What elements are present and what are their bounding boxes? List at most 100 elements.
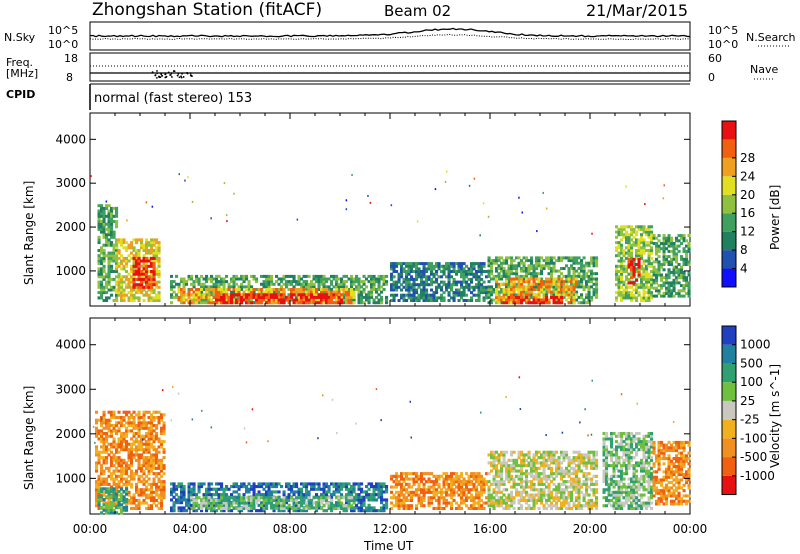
power-cell: [225, 214, 228, 217]
power-cell: [575, 256, 579, 260]
power-cell: [620, 243, 624, 247]
power-cell: [587, 288, 591, 291]
power-cell: [550, 269, 554, 273]
velocity-cell: [282, 504, 286, 508]
power-cell: [472, 285, 476, 289]
power-cell: [97, 238, 101, 242]
power-cell: [130, 256, 134, 260]
power-cell: [130, 264, 134, 268]
velocity-cell: [310, 482, 314, 486]
velocity-cell: [112, 410, 116, 414]
velocity-cell: [290, 496, 294, 500]
power-cell: [125, 283, 129, 287]
velocity-cell: [140, 501, 144, 505]
power-cell: [112, 243, 116, 247]
power-cell: [632, 275, 636, 279]
power-cell: [647, 251, 651, 255]
power-cell: [122, 264, 126, 268]
power-cell: [450, 285, 454, 289]
power-cell: [207, 285, 211, 289]
power-cell: [425, 283, 429, 287]
velocity-cell: [262, 509, 266, 513]
power-cell: [552, 282, 556, 286]
power-cell: [432, 275, 436, 279]
power-cell: [347, 301, 351, 305]
power-cell: [107, 209, 111, 213]
power-cell: [522, 290, 526, 294]
power-cell: [397, 280, 401, 284]
velocity-cell: [315, 487, 319, 491]
power-cell: [555, 269, 559, 273]
power-cell: [620, 272, 624, 276]
power-cell: [105, 243, 109, 247]
power-cell: [145, 259, 149, 263]
velocity-cell: [260, 485, 264, 489]
velocity-cell: [192, 482, 196, 486]
power-cell: [680, 276, 684, 280]
power-cell: [270, 293, 274, 297]
velocity-cell: [115, 488, 119, 492]
velocity-cell: [285, 498, 289, 502]
power-cell: [112, 285, 116, 289]
velocity-cell: [210, 498, 214, 502]
power-cell: [242, 285, 246, 289]
velocity-cell: [400, 498, 404, 502]
power-cell: [115, 264, 119, 268]
power-cell: [127, 299, 131, 302]
power-cell: [152, 238, 156, 242]
power-cell: [362, 295, 366, 299]
velocity-cell: [120, 508, 124, 512]
power-cell: [350, 274, 354, 278]
power-cell: [405, 277, 409, 281]
power-cell: [587, 280, 591, 284]
power-cell: [420, 288, 424, 292]
power-cell: [112, 256, 116, 260]
power-cell: [545, 301, 549, 305]
velocity-cell: [110, 500, 114, 504]
power-cell: [507, 267, 511, 270]
velocity-cell: [265, 493, 269, 497]
velocity-cell: [152, 437, 156, 441]
power-cell: [580, 301, 584, 305]
power-cell: [580, 259, 584, 263]
power-cell: [485, 291, 489, 295]
velocity-cell: [115, 416, 119, 420]
velocity-cell: [122, 416, 126, 420]
velocity-cell: [280, 498, 284, 502]
power-cell: [435, 291, 439, 295]
velocity-cell: [380, 498, 384, 502]
power-cell: [680, 268, 684, 272]
power-cell: [357, 285, 361, 289]
velocity-cell: [345, 493, 349, 497]
velocity-cell: [337, 490, 341, 494]
power-cell: [157, 259, 161, 263]
velocity-cell: [145, 426, 149, 430]
power-cell: [200, 298, 204, 302]
velocity-cell: [120, 442, 124, 446]
power-cell: [195, 277, 199, 281]
power-cell: [100, 270, 104, 273]
power-cell: [142, 272, 146, 276]
power-cell: [210, 301, 214, 305]
power-cell: [545, 256, 549, 260]
velocity-cell: [137, 418, 141, 422]
power-cell: [430, 280, 434, 284]
power-cell: [525, 272, 529, 276]
velocity-cell: [147, 432, 151, 436]
power-cell: [150, 238, 154, 242]
velocity-cell: [100, 418, 104, 422]
power-cell: [210, 293, 214, 297]
power-cell: [585, 272, 589, 276]
power-cell: [297, 290, 301, 294]
power-cell: [280, 298, 284, 302]
power-cell: [397, 299, 401, 302]
power-cell: [512, 264, 516, 268]
velocity-cell: [285, 506, 289, 510]
power-cell: [200, 295, 204, 299]
power-cell: [100, 262, 104, 266]
velocity-cell: [375, 498, 379, 502]
power-cell: [660, 276, 664, 280]
velocity-cell: [147, 506, 151, 510]
power-cell: [257, 295, 261, 299]
velocity-cell: [377, 487, 381, 491]
